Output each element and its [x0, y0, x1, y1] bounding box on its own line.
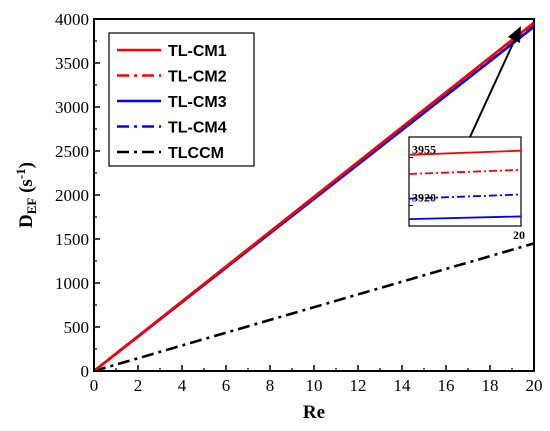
series-line-tl-cm1 [93, 21, 535, 373]
y-axis-title: DEF (s-1) [13, 162, 39, 228]
x-tick-label: 0 [90, 376, 99, 395]
legend-label-tl-cm3: TL-CM3 [168, 94, 227, 111]
x-tick-label: 14 [394, 376, 412, 395]
inset-zoom: 3955 3920 20 [408, 136, 525, 242]
inset-arrow-line [469, 36, 517, 138]
inset-arrow [469, 26, 521, 138]
x-tick-label: 6 [222, 376, 231, 395]
x-tick-label: 4 [178, 376, 187, 395]
series-line-tlccm [93, 242, 535, 373]
x-tick-label: 20 [526, 376, 543, 395]
y-tick-label: 3000 [55, 98, 89, 117]
y-tick-label: 500 [64, 318, 90, 337]
y-tick-label: 1000 [55, 274, 89, 293]
y-tick-label: 4000 [55, 10, 89, 29]
inset-y-tick-label: 3955 [412, 143, 436, 157]
inset-line-tl-cm1 [408, 149, 522, 156]
x-tick-label: 12 [350, 376, 367, 395]
y-axis-title-unit: (s [16, 179, 37, 197]
legend-label-tl-cm1: TL-CM1 [168, 43, 227, 60]
legend-label-tlccm: TLCCM [168, 145, 224, 162]
inset-arrow-head [508, 26, 521, 43]
x-axis-ticks: 0 2 4 6 8 10 12 14 16 18 20 [90, 365, 543, 395]
inset-line-tl-cm3 [408, 215, 522, 221]
legend-box [108, 32, 255, 167]
legend-label-tl-cm2: TL-CM2 [168, 69, 227, 86]
y-axis-title-close: ) [16, 162, 37, 168]
y-tick-label: 2500 [55, 142, 89, 161]
y-tick-label: 0 [81, 362, 90, 381]
y-axis-title-subscript: EF [24, 198, 39, 215]
y-axis-ticks: 0 500 1000 1500 2000 2500 3000 3500 4000 [55, 10, 100, 381]
x-tick-label: 2 [134, 376, 143, 395]
x-tick-label: 8 [266, 376, 275, 395]
legend: TL-CM1 TL-CM2 TL-CM3 TL-CM4 TLCCM [108, 32, 255, 167]
plot-lines [93, 21, 535, 373]
inset-x-tick-label: 20 [513, 228, 525, 242]
inset-line-tl-cm2 [408, 168, 522, 175]
x-axis-title: Re [303, 402, 325, 423]
x-tick-label: 18 [482, 376, 499, 395]
y-axis-title-exponent: -1 [13, 168, 28, 179]
y-axis-title-main: D [16, 214, 37, 228]
inset-line-tl-cm4 [408, 193, 522, 200]
inset-y-tick-label: 3920 [412, 190, 436, 204]
y-tick-label: 2000 [55, 186, 89, 205]
y-tick-label: 3500 [55, 54, 89, 73]
x-tick-label: 16 [438, 376, 455, 395]
x-tick-label: 10 [306, 376, 323, 395]
y-tick-label: 1500 [55, 230, 89, 249]
legend-label-tl-cm4: TL-CM4 [168, 120, 227, 137]
